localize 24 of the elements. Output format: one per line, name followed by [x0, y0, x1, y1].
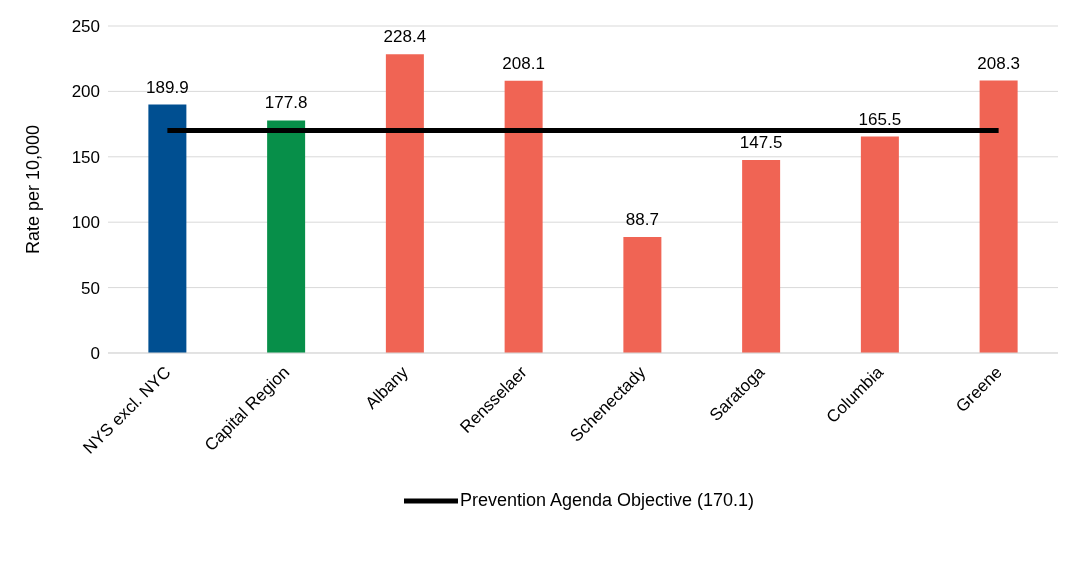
data-label: 165.5	[858, 109, 902, 129]
bar	[267, 120, 306, 353]
y-tick-label: 0	[90, 344, 100, 364]
y-axis-title: Rate per 10,000	[23, 124, 44, 255]
bar	[504, 80, 543, 353]
bar	[742, 160, 781, 353]
bar	[860, 136, 899, 353]
data-label: 88.7	[625, 209, 659, 229]
data-label: 147.5	[739, 133, 783, 153]
y-tick-label: 200	[71, 82, 100, 102]
y-tick-label: 150	[71, 147, 100, 167]
data-label: 177.8	[264, 93, 308, 113]
legend-label: Prevention Agenda Objective (170.1)	[459, 490, 755, 511]
bar	[623, 236, 662, 353]
data-label: 228.4	[383, 27, 427, 47]
data-label: 208.1	[502, 53, 545, 73]
y-tick-label: 50	[81, 278, 100, 298]
data-label: 189.9	[146, 77, 189, 97]
y-tick-label: 100	[71, 213, 100, 233]
bar	[979, 80, 1018, 353]
bar	[148, 104, 187, 353]
y-tick-label: 250	[71, 17, 100, 37]
bar	[385, 54, 424, 353]
data-label: 208.3	[977, 53, 1020, 73]
